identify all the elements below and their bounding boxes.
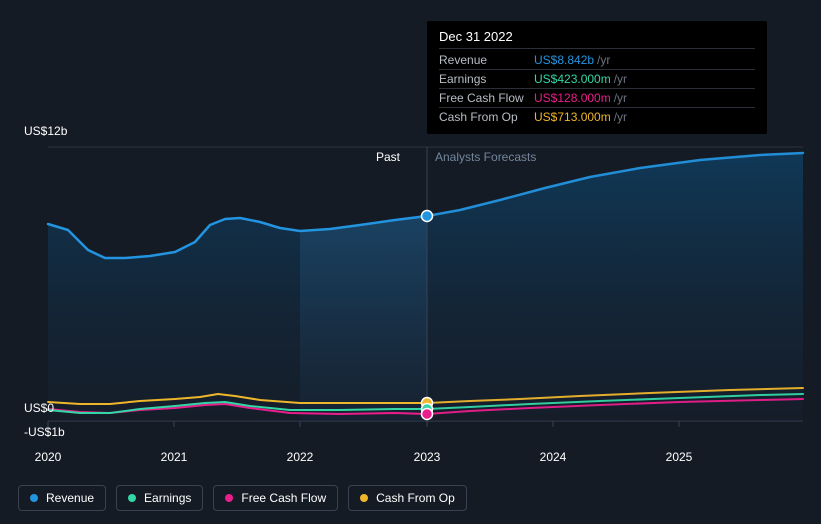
tooltip-row-label: Cash From Op — [439, 110, 534, 124]
x-axis-label: 2020 — [35, 450, 62, 464]
legend-item-revenue[interactable]: Revenue — [18, 485, 106, 511]
legend-item-earnings[interactable]: Earnings — [116, 485, 203, 511]
tooltip-row: RevenueUS$8.842b/yr — [439, 51, 755, 70]
tooltip-row-value: US$128.000m — [534, 91, 611, 105]
chart-legend: Revenue Earnings Free Cash Flow Cash From O… — [18, 485, 467, 511]
tooltip-row-label: Free Cash Flow — [439, 91, 534, 105]
tooltip-row-value: US$713.000m — [534, 110, 611, 124]
legend-dot-icon — [225, 494, 233, 502]
tooltip-row-value: US$8.842b — [534, 53, 594, 67]
tooltip-row-value: US$423.000m — [534, 72, 611, 86]
tooltip-row-unit: /yr — [597, 53, 610, 67]
section-label-past: Past — [376, 150, 400, 164]
y-axis-label: US$12b — [24, 124, 67, 138]
section-label-forecast: Analysts Forecasts — [435, 150, 536, 164]
tooltip-title: Dec 31 2022 — [439, 29, 755, 49]
tooltip-row: Cash From OpUS$713.000m/yr — [439, 108, 755, 126]
tooltip-row-unit: /yr — [614, 91, 627, 105]
legend-dot-icon — [128, 494, 136, 502]
tooltip-row-unit: /yr — [614, 72, 627, 86]
marker-revenue — [422, 211, 433, 222]
legend-dot-icon — [30, 494, 38, 502]
chart-tooltip: Dec 31 2022 RevenueUS$8.842b/yrEarningsU… — [427, 21, 767, 134]
tooltip-row: Free Cash FlowUS$128.000m/yr — [439, 89, 755, 108]
legend-label: Free Cash Flow — [241, 491, 326, 505]
legend-item-cash_from_op[interactable]: Cash From Op — [348, 485, 467, 511]
x-axis-label: 2025 — [666, 450, 693, 464]
x-axis-label: 2022 — [287, 450, 314, 464]
x-axis-label: 2021 — [161, 450, 188, 464]
tooltip-row-label: Earnings — [439, 72, 534, 86]
legend-label: Earnings — [144, 491, 191, 505]
marker-free_cash_flow — [422, 409, 433, 420]
y-axis-label: -US$1b — [24, 425, 65, 439]
tooltip-row-unit: /yr — [614, 110, 627, 124]
legend-item-free_cash_flow[interactable]: Free Cash Flow — [213, 485, 338, 511]
x-axis-label: 2023 — [414, 450, 441, 464]
tooltip-row: EarningsUS$423.000m/yr — [439, 70, 755, 89]
y-axis-label: US$0 — [24, 401, 54, 415]
legend-dot-icon — [360, 494, 368, 502]
x-axis-label: 2024 — [540, 450, 567, 464]
legend-label: Revenue — [46, 491, 94, 505]
legend-label: Cash From Op — [376, 491, 455, 505]
tooltip-row-label: Revenue — [439, 53, 534, 67]
